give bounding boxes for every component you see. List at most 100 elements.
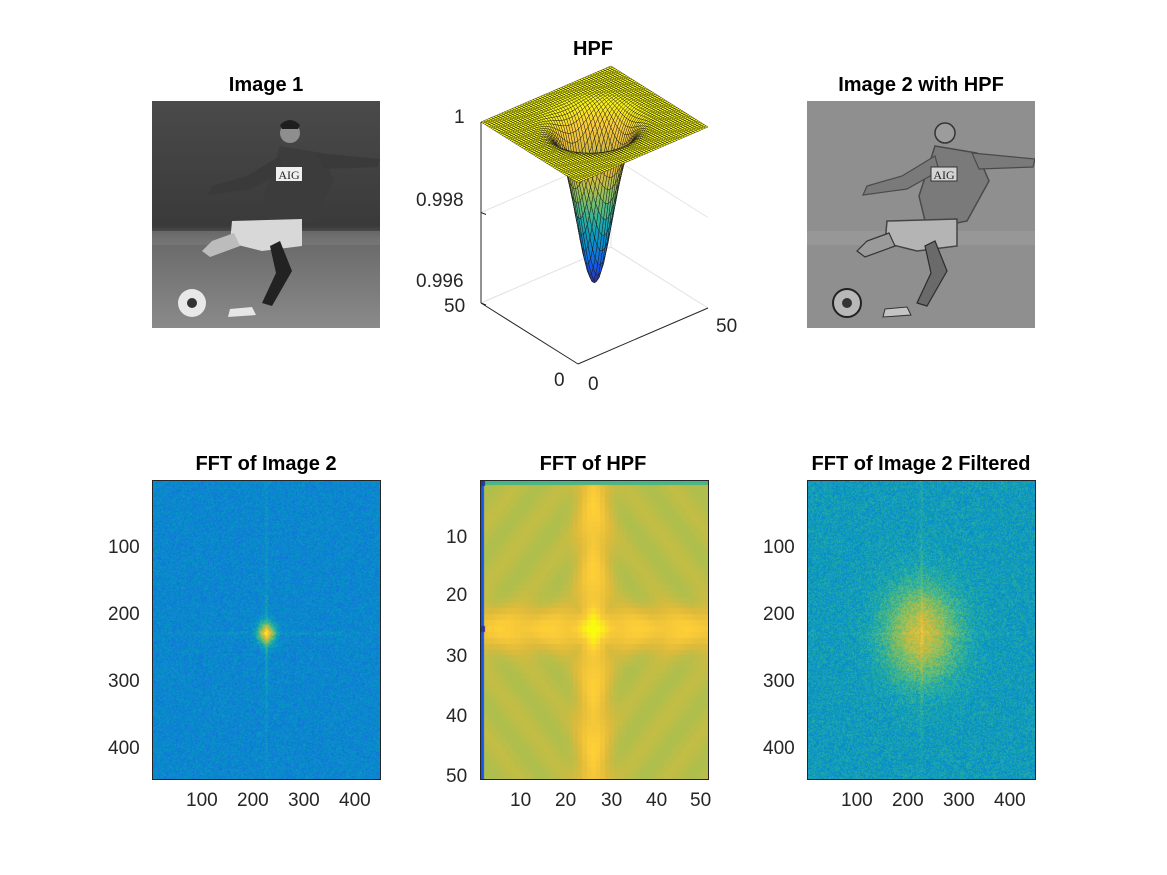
hpf-surface-cell (622, 144, 628, 149)
hpf-surface-cell (599, 256, 605, 271)
hpf-surface-cell (587, 88, 594, 92)
hpf-surface-cell (632, 126, 638, 134)
hpf-surface-cell (600, 155, 607, 159)
hpf-surface-cell (687, 124, 693, 127)
hpf-surface-cell (603, 101, 609, 108)
hpf-surface-cell (601, 153, 608, 156)
hpf-surface-cell (598, 92, 604, 97)
hpf-surface-cell (597, 158, 604, 162)
hpf-surface-cell (642, 104, 649, 108)
hpf-surface-cell (509, 108, 515, 112)
hpf-surface-cell (601, 80, 607, 84)
hpf-surface-cell (636, 114, 642, 119)
hpf-surface-cell (621, 100, 627, 105)
hpf-surface-cell (657, 116, 664, 120)
hpf-surface-cell (644, 114, 651, 119)
hpf-surface-cell (682, 118, 688, 121)
hpf-surface-cell (587, 271, 593, 282)
hpf-surface-cell (542, 121, 549, 125)
hpf-surface-cell (668, 103, 674, 107)
hpf-ylabel-50: 50 (444, 296, 466, 317)
hpf-surface-cell (658, 128, 665, 132)
hpf-surface-cell (598, 196, 604, 217)
hpf-surface-cell (664, 115, 671, 119)
hpf-surface-cell (558, 95, 564, 99)
hpf-surface-cell (619, 147, 626, 149)
hpf-surface-cell (565, 174, 572, 178)
hpf-surface-cell (588, 95, 594, 100)
hpf-surface-cell (648, 133, 655, 136)
hpf-surface-cell (580, 164, 586, 167)
hpf-surface-cell (565, 168, 571, 172)
hpf-surface-cell (676, 130, 682, 134)
hpf-surface-cell (624, 81, 630, 85)
hpf-surface-cell (576, 151, 581, 154)
hpf-surface-cell (632, 149, 638, 153)
hpf-surface-cell (582, 165, 588, 169)
hpf-surface-cell (628, 98, 634, 102)
hpf-surface-cell (592, 89, 598, 93)
hpf-surface-cell (613, 85, 620, 89)
hpf-surface-cell (536, 150, 542, 153)
hpf-surface-cell (484, 123, 490, 126)
hpf-surface-cell (571, 154, 577, 171)
hpf-surface-cell (646, 147, 652, 151)
hpf-surface-cell (647, 102, 654, 105)
hpf-surface-cell (563, 148, 569, 152)
hpf-surface-cell (530, 138, 536, 142)
hpf-surface-cell (600, 83, 607, 87)
hpf-surface-cell (568, 90, 575, 94)
hpf-surface-cell (592, 160, 599, 164)
hpf-surface-cell (511, 123, 518, 127)
hpf-surface-cell (552, 163, 559, 167)
hpf-surface-cell (646, 106, 653, 111)
hpf-surface-cell (488, 123, 495, 127)
hpf-surface-cell (522, 133, 529, 137)
hpf-surface-cell (630, 126, 636, 134)
hpf-surface-cell (604, 151, 611, 154)
hpf-surface-cell (545, 92, 551, 96)
hpf-surface-cell (549, 152, 555, 156)
hpf-surface-cell (567, 141, 573, 156)
hpf-surface-cell (629, 115, 636, 122)
hpf-surface-cell (618, 157, 624, 161)
hpf-surface-cell (562, 89, 568, 93)
hpf-surface-cell (627, 114, 634, 122)
hpf-surface-cell (558, 169, 564, 173)
hpf-surface-cell (581, 153, 588, 155)
hpf-surface-cell (622, 152, 628, 155)
hpf-surface-cell (501, 125, 508, 129)
hpf-surface-cell (617, 162, 623, 166)
hpf-surface-cell (611, 95, 617, 100)
hpf-surface-cell (601, 174, 608, 189)
hpf-surface-cell (592, 95, 599, 100)
hpf-surface-cell (638, 132, 644, 136)
hpf-surface-cell (568, 161, 574, 181)
hpf-surface-cell (562, 161, 569, 165)
hpf-surface-cell (552, 93, 558, 97)
hpf-surface-cell (580, 161, 587, 165)
hpf-surface-cell (505, 122, 511, 126)
hpf-surface-cell (595, 109, 601, 120)
hpf-surface-cell (554, 140, 560, 151)
hpf-surface-cell (584, 260, 590, 276)
hpf-surface-cell (609, 166, 615, 178)
hpf-surface-cell (688, 121, 694, 125)
hpf-surface-cell (584, 92, 590, 96)
hpf-surface-cell (630, 99, 636, 104)
hpf-surface-cell (622, 110, 628, 117)
hpf-surface-cell (612, 153, 619, 161)
hpf-surface-cell (573, 82, 579, 86)
hpf-surface-cell (618, 147, 623, 149)
hpf-surface-cell (594, 90, 600, 94)
hpf-surface-cell (591, 173, 597, 177)
hpf-surface-cell (570, 102, 577, 107)
hpf-surface-cell (583, 88, 589, 92)
hpf-surface-cell (535, 152, 541, 156)
hpf-surface-cell (638, 104, 644, 109)
hpf-surface-cell (534, 154, 541, 158)
hpf-surface-cell (603, 151, 609, 153)
hpf-surface-cell (527, 114, 534, 118)
hpf-surface-cell (667, 136, 674, 140)
hpf-surface-cell (548, 136, 554, 142)
